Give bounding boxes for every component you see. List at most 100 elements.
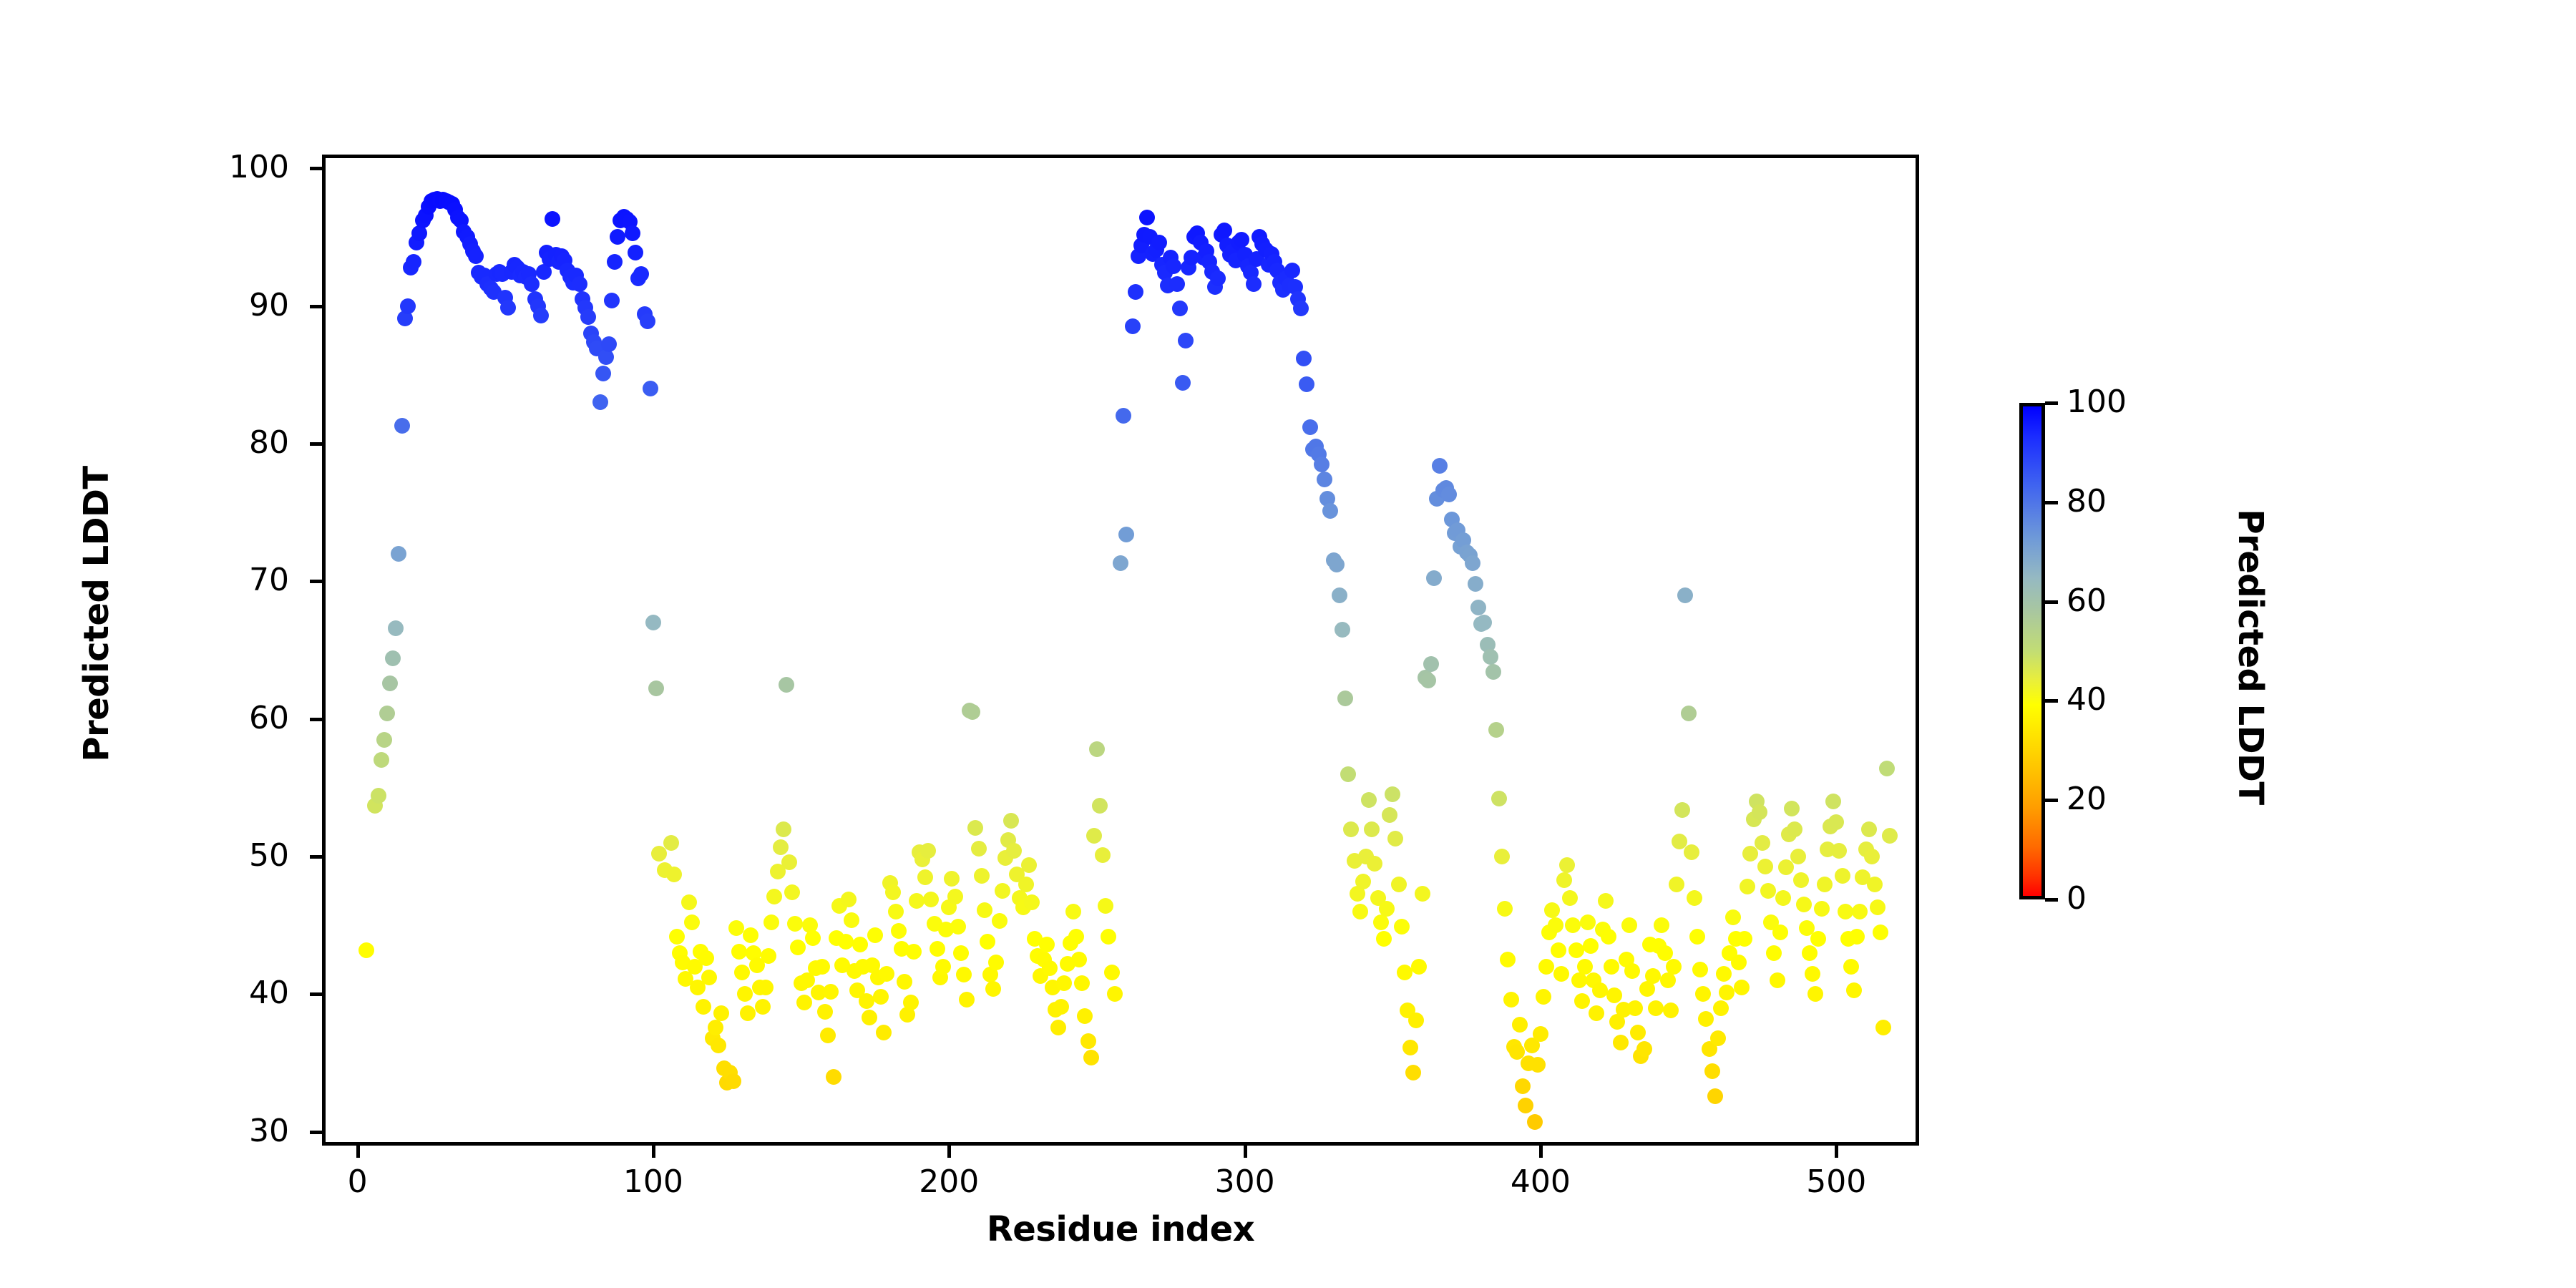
- scatter-point: [370, 788, 386, 804]
- scatter-point: [500, 299, 517, 316]
- scatter-point: [1116, 408, 1132, 424]
- y-axis-tick: [310, 992, 322, 997]
- scatter-point: [1873, 924, 1889, 940]
- colorbar-tick-label: 80: [2067, 482, 2107, 519]
- scatter-point: [1601, 928, 1616, 945]
- scatter-point: [610, 229, 626, 245]
- scatter-point: [1375, 931, 1392, 947]
- scatter-point: [731, 943, 747, 960]
- scatter-point: [1077, 1008, 1093, 1025]
- scatter-point: [955, 967, 972, 983]
- y-axis-tick: [310, 441, 322, 446]
- scatter-point: [1512, 1016, 1528, 1033]
- y-axis-tick: [310, 1130, 322, 1134]
- scatter-point: [1335, 621, 1350, 638]
- scatter-point: [1790, 849, 1806, 865]
- x-axis-tick-label: 100: [623, 1163, 683, 1200]
- scatter-point: [1680, 705, 1697, 721]
- scatter-point: [1027, 931, 1043, 947]
- scatter-point: [1479, 636, 1496, 653]
- colorbar-tick: [2045, 699, 2058, 703]
- scatter-point: [743, 927, 759, 943]
- scatter-point: [1792, 872, 1809, 888]
- scatter-point: [710, 1037, 726, 1053]
- y-axis-tick-label: 80: [249, 424, 289, 461]
- scatter-point: [1482, 649, 1498, 665]
- scatter-point: [884, 884, 901, 901]
- scatter-point: [1390, 876, 1407, 892]
- scatter-point: [1834, 867, 1850, 884]
- scatter-point: [1171, 301, 1188, 317]
- scatter-point: [696, 998, 712, 1015]
- scatter-point: [991, 913, 1008, 930]
- scatter-point: [1470, 599, 1487, 615]
- scatter-point: [1606, 987, 1623, 1004]
- scatter-point: [1831, 843, 1848, 859]
- scatter-point: [867, 927, 883, 943]
- scatter-point: [678, 971, 694, 987]
- scatter-point: [1169, 275, 1185, 292]
- scatter-point: [628, 244, 644, 260]
- scatter-point: [1698, 1011, 1714, 1028]
- scatter-point: [725, 1073, 741, 1089]
- scatter-point: [1828, 814, 1845, 830]
- scatter-point: [1621, 917, 1637, 934]
- scatter-point: [1737, 931, 1753, 947]
- scatter-point: [1414, 885, 1430, 902]
- scatter-point: [873, 989, 889, 1005]
- scatter-point: [1867, 876, 1883, 892]
- scatter-point: [1340, 766, 1357, 782]
- scatter-point: [1396, 964, 1413, 980]
- scatter-point: [1881, 828, 1898, 844]
- scatter-point: [1050, 1019, 1067, 1035]
- scatter-point: [1284, 262, 1300, 278]
- scatter-point: [1068, 928, 1084, 945]
- scatter-point: [746, 945, 762, 961]
- scatter-point: [1080, 1033, 1096, 1049]
- scatter-point: [1875, 1019, 1892, 1035]
- scatter-point: [1701, 1041, 1717, 1058]
- scatter-point: [1367, 855, 1383, 872]
- scatter-point: [761, 947, 777, 964]
- scatter-point: [1556, 872, 1572, 888]
- scatter-point: [532, 308, 549, 324]
- scatter-point: [669, 928, 685, 945]
- scatter-point: [902, 994, 919, 1010]
- scatter-point: [1337, 690, 1354, 706]
- scatter-point: [385, 650, 401, 667]
- scatter-point: [843, 912, 859, 928]
- colorbar-tick-label: 0: [2067, 880, 2087, 917]
- scatter-point: [1151, 235, 1167, 251]
- scatter-point: [805, 930, 821, 946]
- scatter-point: [1508, 1044, 1525, 1060]
- scatter-point: [769, 864, 786, 880]
- scatter-point: [1772, 924, 1788, 940]
- scatter-point: [1302, 419, 1318, 435]
- scatter-point: [1287, 278, 1303, 295]
- scatter-point: [1707, 1088, 1723, 1104]
- x-axis-tick: [1538, 1146, 1543, 1158]
- scatter-point: [1769, 972, 1785, 989]
- scatter-point: [379, 705, 395, 721]
- scatter-point: [861, 1010, 877, 1026]
- scatter-point: [1500, 952, 1516, 968]
- x-axis-tick: [1835, 1146, 1839, 1158]
- scatter-point: [1686, 889, 1702, 906]
- scatter-point: [748, 957, 765, 973]
- scatter-point: [784, 884, 801, 901]
- colorbar-tick-label: 20: [2067, 781, 2107, 818]
- scatter-point: [639, 313, 655, 329]
- scatter-point: [1627, 1000, 1644, 1016]
- scatter-point: [1855, 869, 1871, 885]
- scatter-point: [1695, 986, 1712, 1002]
- scatter-point: [663, 834, 679, 851]
- scatter-point: [1372, 914, 1389, 931]
- scatter-point: [980, 934, 995, 950]
- scatter-point: [1352, 903, 1368, 919]
- scatter-point: [1083, 1049, 1099, 1065]
- scatter-point: [982, 967, 999, 983]
- scatter-point: [1328, 557, 1345, 573]
- scatter-point: [1683, 844, 1699, 861]
- x-axis-tick: [651, 1146, 655, 1158]
- scatter-point: [923, 891, 940, 907]
